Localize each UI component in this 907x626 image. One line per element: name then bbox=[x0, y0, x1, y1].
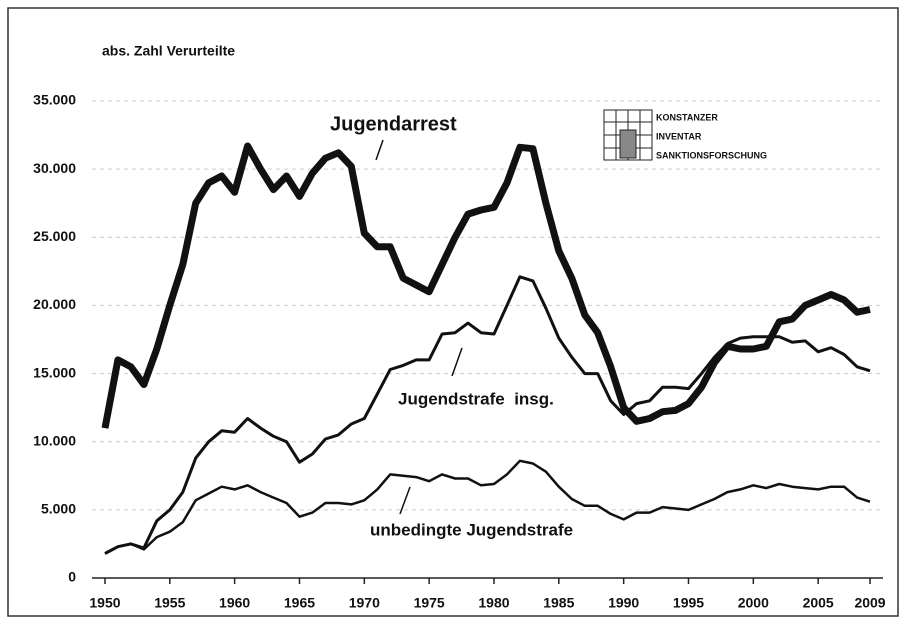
x-tick-label: 1960 bbox=[219, 595, 250, 611]
logo-icon bbox=[603, 109, 653, 161]
logo-text: Sanktionsforschung bbox=[656, 146, 767, 161]
series-line bbox=[104, 459, 871, 555]
x-tick-label: 1970 bbox=[349, 595, 380, 611]
logo-text: Konstanzer bbox=[656, 108, 718, 123]
y-tick-label: 25.000 bbox=[33, 228, 76, 244]
x-tick-label: 1980 bbox=[478, 595, 509, 611]
x-tick-label: 2009 bbox=[854, 595, 885, 611]
y-tick-label: 0 bbox=[68, 569, 76, 585]
series-label: Jugendarrest bbox=[330, 113, 457, 135]
y-tick-label: 20.000 bbox=[33, 296, 76, 312]
x-tick-label: 2000 bbox=[738, 595, 769, 611]
series-label: unbedingte Jugendstrafe bbox=[370, 520, 573, 539]
series-line bbox=[101, 142, 871, 429]
label-pointer bbox=[399, 486, 411, 515]
label-pointer bbox=[451, 347, 463, 377]
y-tick-label: 5.000 bbox=[41, 501, 76, 517]
label-pointer bbox=[375, 139, 384, 161]
x-tick-label: 1950 bbox=[89, 595, 120, 611]
x-tick-label: 1955 bbox=[154, 595, 185, 611]
x-tick-label: 1985 bbox=[543, 595, 574, 611]
y-tick-label: 10.000 bbox=[33, 432, 76, 448]
x-tick-label: 1990 bbox=[608, 595, 639, 611]
x-tick-label: 2005 bbox=[803, 595, 834, 611]
y-tick-label: 35.000 bbox=[33, 92, 76, 108]
x-tick-label: 1975 bbox=[414, 595, 445, 611]
x-tick-label: 1965 bbox=[284, 595, 315, 611]
x-tick-label: 1995 bbox=[673, 595, 704, 611]
series-line bbox=[104, 275, 871, 555]
logo-text: Inventar bbox=[656, 127, 702, 142]
y-axis-label: abs. Zahl Verurteilte bbox=[102, 43, 235, 59]
frame bbox=[7, 7, 899, 617]
y-tick-label: 15.000 bbox=[33, 364, 76, 380]
series-label: Jugendstrafe insg. bbox=[398, 389, 554, 408]
y-tick-label: 30.000 bbox=[33, 160, 76, 176]
